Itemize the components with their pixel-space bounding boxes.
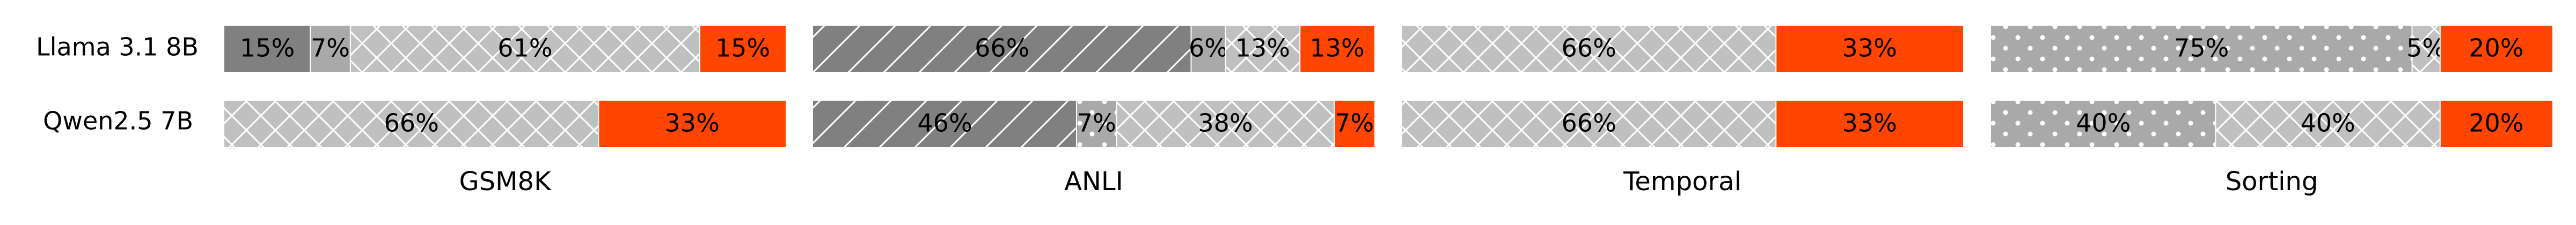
panel-xlabel-1: ANLI xyxy=(1064,167,1123,197)
bar-segment-p1-r1-s3 xyxy=(1334,101,1374,147)
data-label-p1-r0-s1: 6% xyxy=(1189,34,1228,63)
panel-2: 66% 33% 66% 33% Temporal xyxy=(1402,26,1963,197)
bar-pattern-p1-r0-s0 xyxy=(813,26,1191,72)
bar-segment-p1-r0-s1 xyxy=(1191,26,1226,72)
bar-pattern-p2-r0-s0 xyxy=(1402,26,1776,72)
bar-pattern-p1-r0-s2 xyxy=(1225,26,1300,72)
bar-segment-p3-r1-s2 xyxy=(2440,101,2552,147)
data-label-p0-r1-s1: 33% xyxy=(665,109,720,138)
panel-0: 15% 7% 61% 15% 66% 33% GSM8K xyxy=(224,26,786,197)
data-label-p0-r1-s0: 66% xyxy=(384,109,439,138)
bar-pattern-p3-r1-s0 xyxy=(1991,101,2216,147)
bar-pattern-p3-r0-s0 xyxy=(1991,26,2412,72)
bar-segment-p3-r0-s2 xyxy=(2440,26,2552,72)
panel-xlabel-3: Sorting xyxy=(2226,167,2318,197)
data-label-p3-r0-s2: 20% xyxy=(2469,34,2523,63)
data-label-p0-r0-s3: 15% xyxy=(715,34,770,63)
data-label-p2-r0-s0: 66% xyxy=(1562,34,1616,63)
bar-segment-p0-r1-s1 xyxy=(598,101,786,147)
data-label-p2-r1-s0: 66% xyxy=(1562,109,1616,138)
bar-segment-p2-r0-s1 xyxy=(1776,26,1963,72)
bar-pattern-p1-r1-s0 xyxy=(813,101,1077,147)
bar-segment-p0-r0-s1 xyxy=(310,26,350,72)
bar-pattern-p3-r0-s1 xyxy=(2412,26,2440,72)
row-label-1: Qwen2.5 7B xyxy=(43,107,193,136)
bar-segment-p2-r1-s1 xyxy=(1776,101,1963,147)
bar-segment-p0-r0-s3 xyxy=(699,26,786,72)
panel-xlabel-2: Temporal xyxy=(1623,167,1741,197)
row-label-0: Llama 3.1 8B xyxy=(36,33,199,62)
data-label-p0-r0-s0: 15% xyxy=(240,34,295,63)
data-label-p1-r1-s1: 7% xyxy=(1077,109,1116,138)
data-label-p3-r1-s1: 40% xyxy=(2300,109,2355,138)
bar-segment-p1-r0-s3 xyxy=(1300,26,1374,72)
data-label-p3-r0-s0: 75% xyxy=(2174,34,2229,63)
data-label-p0-r0-s2: 61% xyxy=(497,34,552,63)
data-label-p1-r0-s0: 66% xyxy=(975,34,1029,63)
bar-pattern-p0-r0-s2 xyxy=(350,26,700,72)
data-label-p0-r0-s1: 7% xyxy=(311,34,350,63)
bar-pattern-p1-r1-s2 xyxy=(1116,101,1335,147)
bar-pattern-p1-r1-s1 xyxy=(1076,101,1117,147)
data-label-p3-r0-s1: 5% xyxy=(2406,34,2446,63)
data-label-p1-r1-s0: 46% xyxy=(917,109,972,138)
bar-pattern-p0-r1-s0 xyxy=(224,101,599,147)
bar-pattern-p2-r1-s0 xyxy=(1402,101,1776,147)
data-label-p1-r0-s2: 13% xyxy=(1235,34,1290,63)
data-label-p1-r1-s2: 38% xyxy=(1198,109,1253,138)
data-label-p1-r1-s3: 7% xyxy=(1335,109,1374,138)
data-label-p3-r1-s2: 20% xyxy=(2469,109,2523,138)
data-label-p2-r0-s1: 33% xyxy=(1842,34,1897,63)
panel-3: 75% 5% 20% 40% 40% 20% Sorting xyxy=(1991,26,2552,197)
panel-1: 66% 6% 13% 13%46% 7% 38% 7%ANLI xyxy=(813,26,1374,197)
data-label-p2-r1-s1: 33% xyxy=(1842,109,1897,138)
panel-xlabel-0: GSM8K xyxy=(459,167,552,197)
row-labels: Llama 3.1 8B Qwen2.5 7B xyxy=(36,33,199,136)
bar-segment-p0-r0-s0 xyxy=(224,26,311,72)
bar-pattern-p3-r1-s1 xyxy=(2215,101,2440,147)
data-label-p3-r1-s0: 40% xyxy=(2076,109,2131,138)
data-label-p1-r0-s3: 13% xyxy=(1309,34,1364,63)
